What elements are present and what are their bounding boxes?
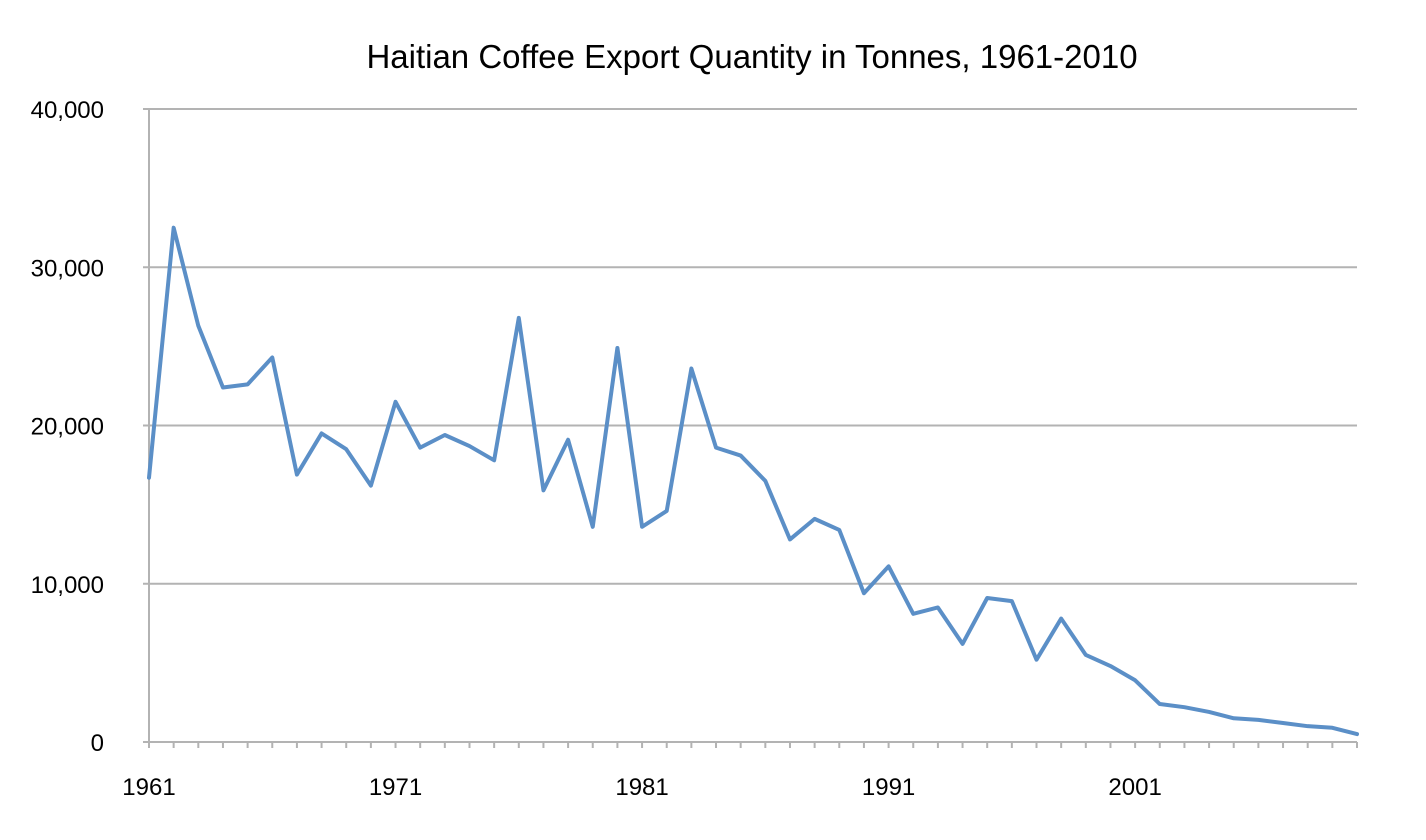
y-tick-label: 10,000	[31, 572, 104, 599]
data-point	[568, 439, 569, 440]
data-point	[765, 480, 766, 481]
y-tick-label: 20,000	[31, 414, 104, 441]
data-point	[716, 447, 717, 448]
data-point	[1159, 704, 1160, 705]
data-point	[1011, 601, 1012, 602]
data-point	[1184, 707, 1185, 708]
series-layer	[147, 225, 1359, 737]
data-point	[937, 607, 938, 608]
data-point	[789, 539, 790, 540]
data-point	[149, 477, 150, 478]
x-tick-label: 1971	[369, 774, 422, 801]
data-point	[444, 434, 445, 435]
data-point	[247, 384, 248, 385]
x-tick-label: 2001	[1108, 774, 1161, 801]
y-tick-label: 30,000	[31, 255, 104, 282]
x-axis-tick-labels: 1961 1971 1981 1991 2001	[122, 774, 1162, 801]
data-point	[1085, 654, 1086, 655]
x-tick-label: 1961	[122, 774, 175, 801]
x-tick-label: 1991	[862, 774, 915, 801]
data-point	[1307, 726, 1308, 727]
data-point	[987, 597, 988, 598]
data-point	[863, 593, 864, 594]
data-point	[173, 227, 174, 228]
data-point	[1233, 718, 1234, 719]
data-point	[494, 460, 495, 461]
data-point	[814, 518, 815, 519]
data-point	[518, 317, 519, 318]
data-point	[913, 613, 914, 614]
data-point	[642, 526, 643, 527]
y-tick-label: 0	[91, 730, 104, 757]
data-point	[346, 449, 347, 450]
data-point	[321, 433, 322, 434]
axes	[143, 108, 1358, 748]
data-point	[1283, 723, 1284, 724]
data-point	[370, 485, 371, 486]
data-point	[469, 446, 470, 447]
data-point	[1110, 666, 1111, 667]
data-point	[691, 368, 692, 369]
data-point	[543, 490, 544, 491]
data-point	[1209, 711, 1210, 712]
y-tick-label: 40,000	[31, 97, 104, 124]
data-point	[592, 526, 593, 527]
data-point	[296, 474, 297, 475]
data-point	[962, 643, 963, 644]
data-point	[272, 357, 273, 358]
chart-title: Haitian Coffee Export Quantity in Tonnes…	[366, 38, 1137, 75]
x-tick-label: 1981	[615, 774, 668, 801]
data-point	[1061, 618, 1062, 619]
data-point	[1036, 659, 1037, 660]
data-point	[222, 387, 223, 388]
data-point	[839, 529, 840, 530]
data-point	[1332, 727, 1333, 728]
data-point	[395, 401, 396, 402]
data-point	[420, 447, 421, 448]
data-point	[666, 510, 667, 511]
y-axis-tick-labels: 0 10,000 20,000 30,000 40,000	[31, 97, 104, 757]
data-point	[198, 325, 199, 326]
data-point	[1135, 680, 1136, 681]
data-point	[888, 566, 889, 567]
series-line	[147, 225, 1359, 737]
data-point	[1357, 734, 1358, 735]
data-point	[617, 347, 618, 348]
data-point	[740, 455, 741, 456]
gridlines	[149, 108, 1357, 585]
data-point	[1258, 719, 1259, 720]
